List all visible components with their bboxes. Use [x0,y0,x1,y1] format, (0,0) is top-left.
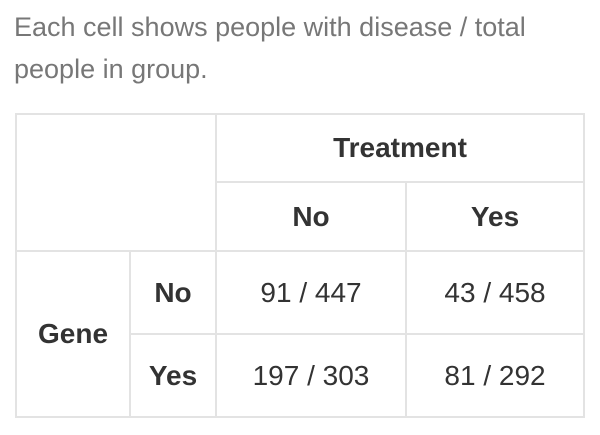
column-group-header: Treatment [215,113,585,183]
table-cell: 43 / 458 [405,250,585,335]
table-row: Gene No 91 / 447 43 / 458 [15,250,585,418]
row-header-yes: Yes [129,333,217,418]
row-header-no: No [129,250,217,335]
table-subheader-row: No Yes [16,181,585,252]
table-row: Yes 197 / 303 81 / 292 [16,333,585,418]
table-cell: 197 / 303 [215,333,407,418]
column-header-yes: Yes [405,181,585,252]
table-cell: 91 / 447 [215,250,407,335]
row-group-header: Gene [15,250,131,418]
empty-corner-cell [15,113,217,252]
table-cell: 81 / 292 [405,333,585,418]
column-header-no: No [215,181,407,252]
contingency-table: Treatment No Yes Gene No 91 / 447 43 / 4… [15,113,585,418]
table-header-row: Treatment [15,113,585,252]
table-caption: Each cell shows people with disease / to… [14,12,526,84]
